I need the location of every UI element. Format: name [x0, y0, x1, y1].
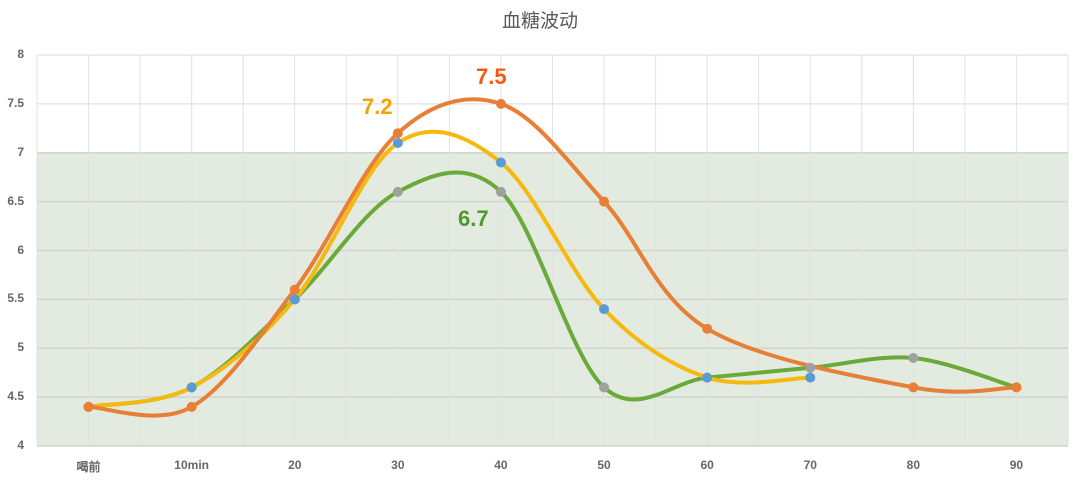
y-tick-label: 6 [17, 242, 24, 257]
x-tick-label: 80 [906, 458, 921, 472]
data-point-yellow [495, 157, 506, 168]
x-tick-label: 90 [1009, 458, 1024, 472]
data-point-orange [1011, 382, 1022, 393]
y-tick-label: 6.5 [7, 193, 24, 208]
data-point-yellow [599, 304, 610, 315]
y-tick-label: 7 [17, 144, 24, 159]
data-point-orange [392, 128, 403, 139]
data-point-green [495, 186, 506, 197]
y-tick-label: 7.5 [7, 95, 24, 110]
x-tick-label: 10min [174, 458, 209, 472]
y-tick-label: 4.5 [7, 389, 24, 404]
chart-title: 血糖波动 [501, 10, 578, 32]
x-tick-label: 40 [494, 458, 508, 472]
data-point-yellow [289, 294, 300, 305]
series-line-green [86, 170, 1019, 409]
data-point-orange [495, 98, 506, 109]
data-point-orange [186, 401, 197, 412]
data-point-yellow [702, 372, 713, 383]
data-point-green [392, 186, 403, 197]
y-tick-label: 8 [17, 47, 24, 61]
data-label: 7.2 [362, 94, 393, 119]
y-tick-label: 5 [17, 340, 24, 355]
data-point-green [908, 353, 919, 364]
data-point-yellow [805, 372, 816, 383]
x-tick-label: 70 [803, 458, 817, 472]
data-point-orange [908, 382, 919, 393]
y-tick-label: 4 [17, 438, 24, 452]
data-label: 6.7 [458, 206, 489, 231]
data-point-yellow [392, 137, 403, 148]
x-tick-label: 喝前 [76, 460, 101, 474]
data-point-orange [83, 401, 94, 412]
x-tick-label: 20 [288, 458, 302, 472]
x-tick-label: 30 [391, 458, 405, 472]
data-point-orange [289, 284, 300, 295]
data-point-orange [702, 323, 713, 334]
data-point-green [805, 362, 816, 373]
data-point-yellow [186, 382, 197, 393]
series-line-yellow [86, 129, 813, 409]
x-tick-label: 50 [597, 458, 611, 472]
y-tick-label: 5.5 [7, 291, 24, 306]
data-point-orange [599, 196, 610, 207]
series-line-orange [86, 97, 1019, 418]
x-tick-label: 60 [700, 458, 714, 472]
data-label: 7.5 [476, 64, 507, 89]
data-point-green [599, 382, 610, 393]
